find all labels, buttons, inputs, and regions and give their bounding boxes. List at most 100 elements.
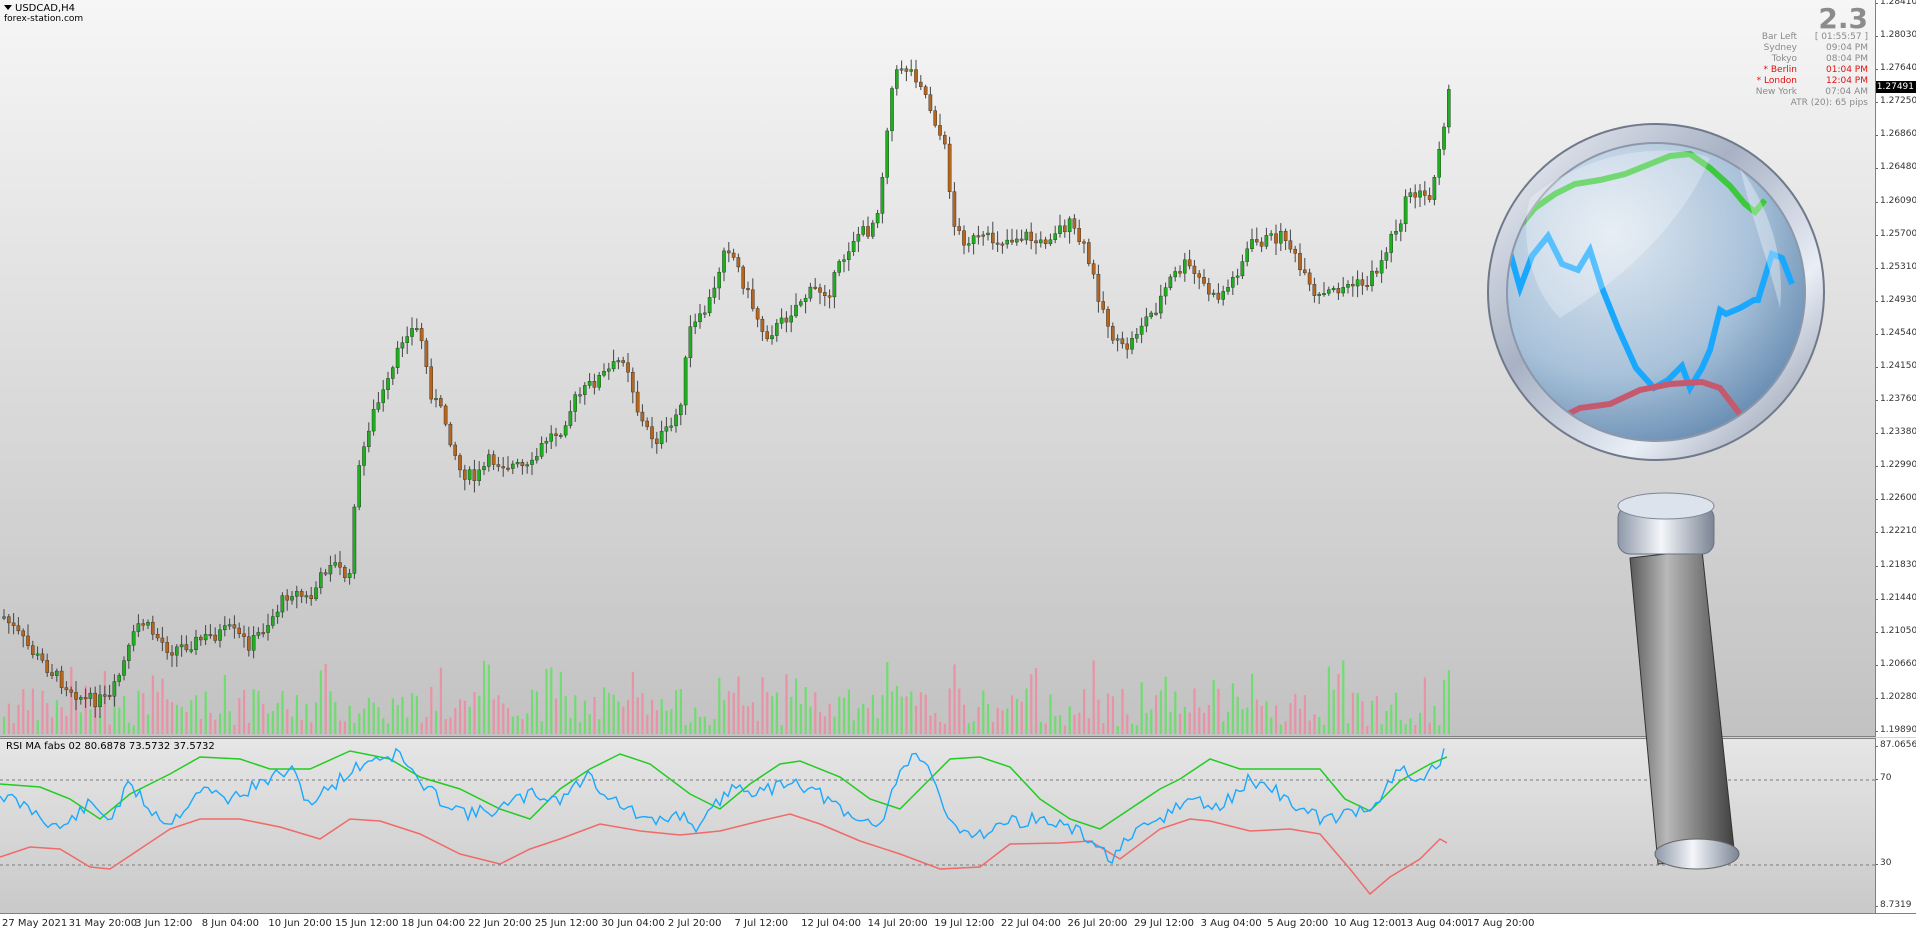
volume-bar: [99, 715, 102, 734]
candle-body: [1350, 284, 1355, 287]
candle-body: [952, 191, 957, 227]
candle-body: [847, 251, 851, 260]
candle-body: [448, 423, 453, 446]
candle-body: [1394, 231, 1398, 235]
candle-body: [93, 692, 97, 708]
price-axis-label: 1.26090: [1876, 195, 1916, 206]
volume-bar: [1011, 695, 1014, 734]
volume-bar: [1308, 720, 1311, 734]
candle-body: [1106, 309, 1110, 327]
dropdown-arrow-icon[interactable]: [4, 5, 12, 10]
price-axis-label: 1.28030: [1876, 30, 1916, 41]
candle-body: [117, 675, 121, 682]
volume-bar: [732, 692, 735, 734]
time-axis-label: 26 Jul 20:00: [1067, 918, 1128, 929]
candle-body: [674, 414, 678, 427]
indicator-axis[interactable]: 87.0656 70 30 8.7319: [1875, 738, 1916, 913]
volume-bar: [17, 704, 20, 734]
volume-bar: [363, 708, 366, 734]
volume-bar: [1251, 673, 1254, 734]
candle-body: [150, 621, 155, 635]
candle-body: [304, 595, 309, 598]
candle-body: [1230, 277, 1235, 288]
candle-body: [957, 226, 961, 231]
candle-body: [261, 632, 266, 635]
candle-body: [64, 687, 69, 691]
candle-body: [174, 646, 179, 656]
volume-bar: [247, 722, 250, 734]
time-axis-label: 19 Jul 12:00: [934, 918, 995, 929]
volume-bar: [1447, 670, 1450, 734]
price-axis[interactable]: 1.28410 1.28030 1.27640 1.27250 1.26860 1.264…: [1875, 0, 1916, 737]
volume-bar: [454, 707, 457, 734]
volume-bar: [411, 693, 414, 734]
volume-bar: [814, 692, 817, 734]
volume-bar: [1155, 695, 1158, 734]
volume-bar: [948, 688, 951, 734]
time-axis-label: 27 May 2021: [2, 918, 68, 929]
candle-body: [472, 469, 477, 481]
volume-bar: [319, 670, 322, 734]
volume-bar: [972, 721, 975, 734]
candle-body: [1446, 89, 1451, 128]
info-row-london: * London 12:04 PM: [1756, 76, 1868, 86]
candle-body: [635, 391, 640, 413]
candle-body: [664, 426, 669, 432]
candlestick-chart: [2, 59, 1451, 734]
time-axis[interactable]: 27 May 2021 31 May 20:00 3 Jun 12:00 8 Jun …: [0, 913, 1916, 934]
volume-bar: [118, 707, 121, 734]
candle-body: [194, 636, 198, 651]
volume-bar: [497, 695, 500, 734]
candle-body: [11, 622, 16, 626]
candle-body: [1038, 239, 1043, 244]
volume-bar: [675, 690, 678, 734]
volume-bar: [387, 723, 390, 734]
volume-bar: [1347, 723, 1350, 734]
volume-bar: [372, 702, 375, 734]
volume-bar: [1303, 695, 1306, 734]
volume-bar: [900, 696, 903, 734]
price-axis-label: 1.24540: [1876, 327, 1916, 338]
candle-body: [40, 653, 45, 661]
candle-body: [611, 361, 616, 370]
candle-body: [568, 411, 573, 426]
candle-body: [299, 591, 304, 597]
time-axis-label: 31 May 20:00: [68, 918, 138, 929]
volume-bar: [267, 713, 270, 734]
volume-bar: [228, 711, 231, 734]
volume-bar: [982, 690, 985, 734]
candle-body: [285, 595, 290, 601]
volume-bar: [991, 722, 994, 734]
indicator-pane[interactable]: RSI MA fabs 02 80.6878 73.5732 37.5732: [0, 738, 1875, 914]
candle-body: [751, 289, 755, 309]
candle-body: [122, 660, 126, 676]
time-axis-label: 25 Jun 12:00: [534, 918, 599, 929]
candle-body: [155, 634, 160, 639]
volume-bar: [655, 710, 658, 734]
candle-body: [21, 630, 26, 637]
candle-body: [1254, 239, 1259, 243]
candle-body: [98, 694, 102, 708]
volume-bar: [262, 703, 265, 734]
time-axis-label: 13 Aug 04:00: [1400, 918, 1468, 929]
rsi-lower-band-line: [0, 813, 1448, 896]
volume-bar: [679, 688, 682, 734]
volume-bar: [1035, 668, 1038, 734]
candle-body: [1067, 218, 1072, 233]
candle-body: [1101, 301, 1105, 310]
volume-bar: [420, 722, 423, 734]
candle-body: [395, 347, 400, 368]
volume-bar: [1332, 689, 1335, 734]
volume-bar: [1323, 724, 1326, 734]
info-row-bar-left: Bar Left[ 01:55:57 ]: [1761, 32, 1868, 42]
candle-body: [741, 266, 745, 289]
candle-body: [765, 331, 769, 340]
candle-body: [794, 304, 798, 317]
volume-bar: [867, 708, 870, 734]
chart-symbol-title[interactable]: USDCAD,H4: [4, 3, 75, 14]
candle-body: [727, 250, 731, 254]
time-axis-label: 14 Jul 20:00: [867, 918, 928, 929]
volume-bar: [502, 703, 505, 734]
candle-body: [256, 632, 261, 636]
candle-body: [1019, 238, 1024, 241]
